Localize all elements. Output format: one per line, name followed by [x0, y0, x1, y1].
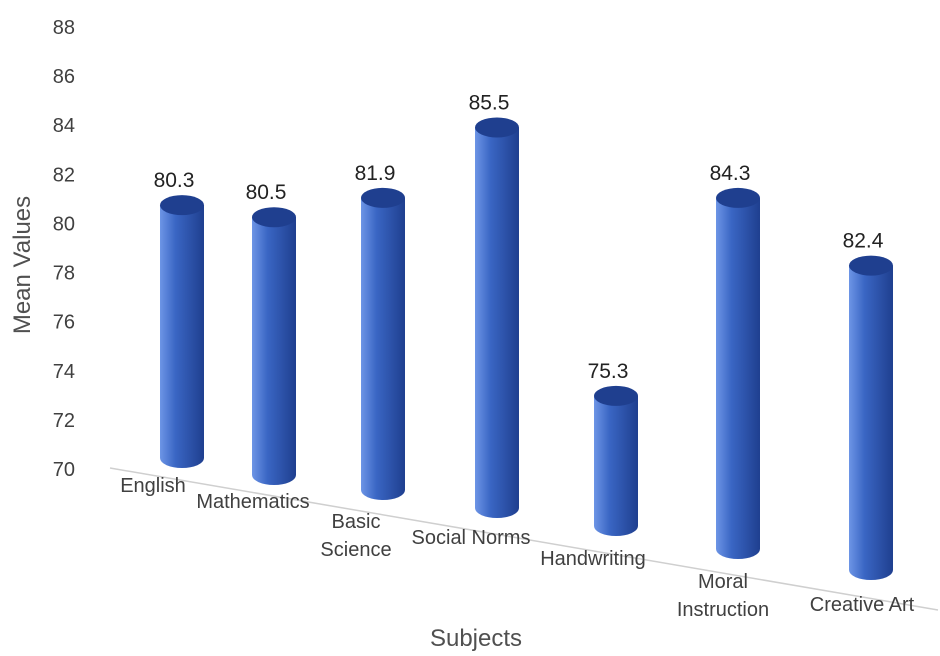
y-tick-label: 74	[53, 361, 75, 383]
bar-body	[361, 197, 405, 501]
bar-top	[160, 195, 204, 216]
bar	[716, 187, 760, 559]
bar-body	[252, 217, 296, 485]
bar-top	[475, 117, 519, 138]
x-axis-title: Subjects	[430, 625, 522, 652]
data-label: 85.5	[469, 91, 510, 114]
bar-body	[594, 395, 638, 536]
category-label: Moral Instruction	[677, 571, 769, 621]
category-label: Social Norms	[412, 527, 531, 549]
bar-top	[594, 385, 638, 406]
category-label: English	[120, 475, 186, 497]
y-axis-ticks: 70 72 74 76 78 80 82 84 86 88	[53, 17, 75, 481]
bar-body	[475, 127, 519, 518]
bar	[361, 187, 405, 501]
data-label: 84.3	[710, 162, 751, 185]
y-tick-label: 78	[53, 263, 75, 285]
bar	[475, 117, 519, 518]
bar-top	[849, 255, 893, 276]
data-label: 81.9	[355, 162, 396, 185]
bar-body	[716, 197, 760, 559]
bar-top	[252, 207, 296, 228]
y-tick-label: 88	[53, 17, 75, 39]
category-labels: English Mathematics Basic Science Social Nor…	[120, 475, 914, 621]
bar	[252, 207, 296, 485]
bar-body	[849, 265, 893, 580]
data-label: 82.4	[843, 230, 884, 253]
category-label: Creative Art	[810, 594, 915, 616]
y-axis-title: Mean Values	[9, 196, 36, 334]
y-tick-label: 80	[53, 213, 75, 235]
bar	[160, 195, 204, 468]
data-label: 75.3	[588, 360, 629, 383]
y-tick-label: 86	[53, 66, 75, 88]
y-tick-label: 84	[53, 115, 75, 137]
y-tick-label: 70	[53, 459, 75, 481]
y-tick-label: 76	[53, 312, 75, 334]
data-label: 80.3	[154, 169, 195, 192]
category-label: Handwriting	[540, 548, 646, 570]
bar-body	[160, 205, 204, 468]
data-label: 80.5	[246, 181, 287, 204]
bar	[594, 385, 638, 536]
bar	[849, 255, 893, 580]
category-label: Mathematics	[196, 491, 309, 513]
bar-top	[716, 187, 760, 208]
y-tick-label: 82	[53, 164, 75, 186]
category-label: Basic Science	[320, 511, 391, 561]
y-tick-label: 72	[53, 410, 75, 432]
bar-top	[361, 187, 405, 208]
bars: 80.3 80.5 81.9 85.5 75.3 84.3 82.4	[154, 91, 893, 580]
x-axis-floor-line	[109, 467, 939, 611]
